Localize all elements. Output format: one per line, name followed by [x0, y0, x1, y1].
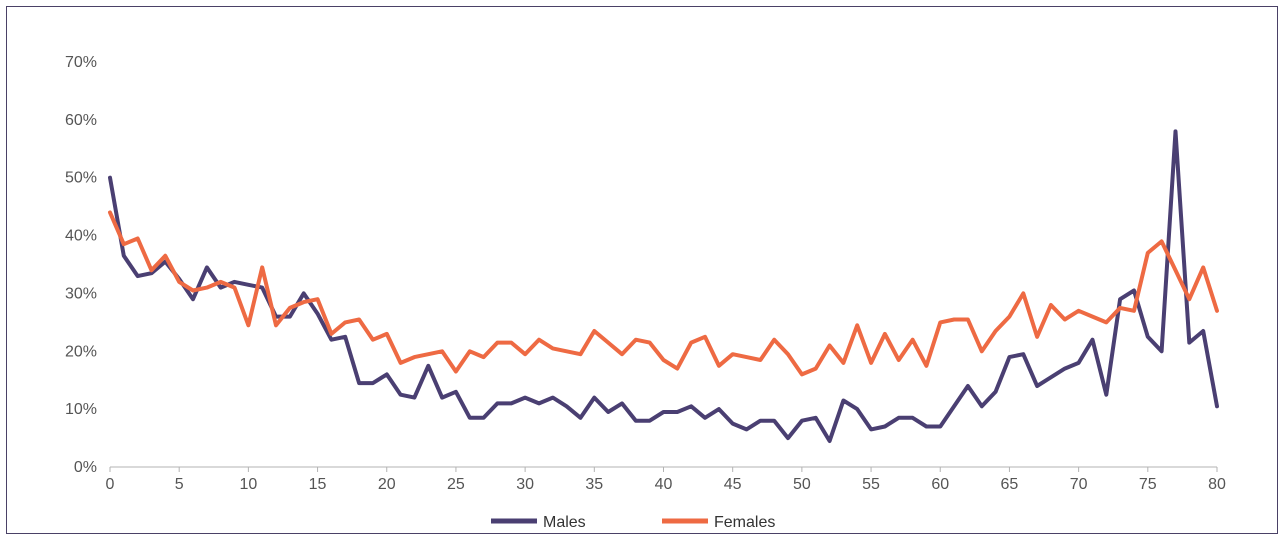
- x-tick-label: 40: [655, 476, 673, 493]
- x-tick-label: 70: [1070, 476, 1088, 493]
- y-tick-label: 30%: [65, 285, 97, 302]
- x-tick-label: 5: [175, 476, 184, 493]
- x-tick-label: 50: [793, 476, 811, 493]
- x-tick-label: 35: [585, 476, 603, 493]
- x-tick-label: 10: [239, 476, 257, 493]
- x-tick-label: 25: [447, 476, 465, 493]
- x-tick-label: 45: [724, 476, 742, 493]
- series-lines: [108, 129, 1219, 443]
- x-tick-label: 20: [378, 476, 396, 493]
- x-tick-label: 55: [862, 476, 880, 493]
- y-tick-label: 50%: [65, 170, 97, 187]
- x-tick-label: 30: [516, 476, 534, 493]
- y-tick-label: 70%: [65, 54, 97, 71]
- chart-frame: 0% 10% 20% 30% 40% 50% 60% 70% 0 5 10 15 20 25 30 35 40…: [6, 6, 1278, 534]
- legend-label-females: Females: [714, 514, 775, 531]
- y-tick-label: 0%: [74, 459, 97, 476]
- y-tick-label: 40%: [65, 228, 97, 245]
- chart-axes: [109, 466, 1218, 472]
- y-tick-label: 60%: [65, 112, 97, 129]
- x-tick-label: 0: [106, 476, 115, 493]
- x-tick-label: 75: [1139, 476, 1157, 493]
- x-tick-label: 65: [1001, 476, 1019, 493]
- series-line-females: [108, 210, 1219, 377]
- x-axis-tick-labels: 0 5 10 15 20 25 30 35 40 45 50 55 60 65 70 75 80: [106, 476, 1226, 493]
- line-chart: 0% 10% 20% 30% 40% 50% 60% 70% 0 5 10 15 20 25 30 35 40…: [65, 54, 1226, 531]
- y-axis-tick-labels: 0% 10% 20% 30% 40% 50% 60% 70%: [65, 54, 97, 476]
- x-tick-label: 60: [931, 476, 949, 493]
- legend-label-males: Males: [543, 514, 586, 531]
- y-tick-label: 10%: [65, 401, 97, 418]
- series-line-males: [108, 129, 1219, 443]
- x-tick-label: 15: [309, 476, 327, 493]
- x-tick-label: 80: [1208, 476, 1226, 493]
- y-tick-label: 20%: [65, 343, 97, 360]
- legend: Males Females: [491, 514, 775, 531]
